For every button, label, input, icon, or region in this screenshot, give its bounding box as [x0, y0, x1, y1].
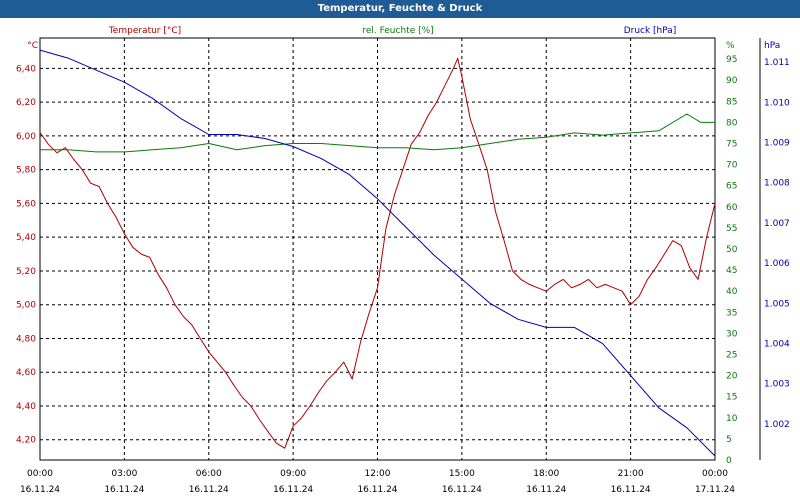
temperature-header: Temperatur [°C] [108, 26, 181, 36]
x-tick-date-label: 17.11.24 [695, 485, 735, 495]
pressure-tick-label: 1.003 [764, 380, 790, 390]
temperature-tick-label: 4,60 [16, 368, 36, 378]
humidity-tick-label: 65 [726, 182, 737, 192]
temperature-tick-label: 4,40 [16, 402, 36, 412]
humidity-tick-label: 70 [726, 161, 738, 171]
pressure-tick-label: 1.010 [764, 98, 790, 108]
humidity-tick-label: 50 [726, 245, 738, 255]
humidity-tick-label: 55 [726, 224, 737, 234]
pressure-tick-label: 1.011 [764, 58, 790, 68]
series-line-pressure [39, 49, 716, 457]
x-tick-label: 18:00 [533, 469, 559, 479]
temperature-unit-label: °C [27, 41, 38, 51]
x-tick-date-label: 16.11.24 [104, 485, 144, 495]
x-tick-date-label: 16.11.24 [189, 485, 229, 495]
humidity-tick-label: 30 [726, 329, 738, 339]
temperature-tick-label: 6,40 [16, 64, 36, 74]
x-tick-label: 00:00 [27, 469, 53, 479]
x-tick-label: 21:00 [618, 469, 644, 479]
pressure-tick-label: 1.008 [764, 179, 790, 189]
humidity-tick-label: 25 [726, 351, 737, 361]
temperature-tick-label: 6,20 [16, 98, 36, 108]
humidity-unit-label: % [726, 41, 735, 51]
plot-frame [39, 37, 716, 461]
temperature-tick-label: 5,00 [16, 301, 36, 311]
series-line-humidity [40, 113, 715, 153]
humidity-tick-label: 90 [726, 76, 738, 86]
pressure-tick-label: 1.004 [764, 339, 790, 349]
x-tick-date-label: 16.11.24 [611, 485, 651, 495]
pressure-header: Druck [hPa] [624, 26, 677, 36]
x-tick-date-label: 16.11.24 [273, 485, 313, 495]
x-tick-label: 06:00 [196, 469, 222, 479]
humidity-tick-label: 35 [726, 308, 737, 318]
humidity-tick-label: 10 [726, 414, 738, 424]
x-tick-date-label: 16.11.24 [526, 485, 566, 495]
humidity-tick-label: 80 [726, 118, 738, 128]
temperature-tick-label: 5,40 [16, 233, 36, 243]
humidity-tick-label: 5 [726, 435, 732, 445]
x-tick-label: 03:00 [111, 469, 137, 479]
x-tick-label: 09:00 [280, 469, 306, 479]
pressure-tick-label: 1.009 [764, 138, 790, 148]
pressure-tick-label: 1.006 [764, 259, 790, 269]
humidity-tick-label: 15 [726, 393, 737, 403]
humidity-tick-label: 45 [726, 266, 737, 276]
humidity-tick-label: 85 [726, 97, 737, 107]
humidity-tick-label: 60 [726, 203, 738, 213]
temperature-tick-label: 5,60 [16, 199, 36, 209]
pressure-tick-label: 1.007 [764, 219, 790, 229]
chart-title: Temperatur, Feuchte & Druck [0, 0, 800, 18]
pressure-unit-label: hPa [764, 41, 780, 51]
humidity-tick-label: 75 [726, 140, 737, 150]
temperature-tick-label: 4,20 [16, 436, 36, 446]
x-tick-label: 15:00 [449, 469, 475, 479]
humidity-tick-label: 20 [726, 372, 738, 382]
series-line-temperature [39, 57, 716, 449]
x-tick-date-label: 16.11.24 [357, 485, 397, 495]
temperature-tick-label: 4,80 [16, 334, 36, 344]
pressure-tick-label: 1.005 [764, 299, 790, 309]
humidity-header: rel. Feuchte [%] [362, 26, 433, 36]
humidity-tick-label: 40 [726, 287, 738, 297]
humidity-tick-label: 95 [726, 55, 737, 65]
x-tick-label: 00:00 [702, 469, 728, 479]
humidity-tick-label: 0 [726, 456, 732, 466]
temperature-tick-label: 6,00 [16, 132, 36, 142]
temperature-tick-label: 5,20 [16, 267, 36, 277]
temperature-tick-label: 5,80 [16, 166, 36, 176]
x-tick-date-label: 16.11.24 [442, 485, 482, 495]
pressure-tick-label: 1.002 [764, 420, 790, 430]
x-tick-label: 12:00 [365, 469, 391, 479]
x-tick-date-label: 16.11.24 [20, 485, 60, 495]
